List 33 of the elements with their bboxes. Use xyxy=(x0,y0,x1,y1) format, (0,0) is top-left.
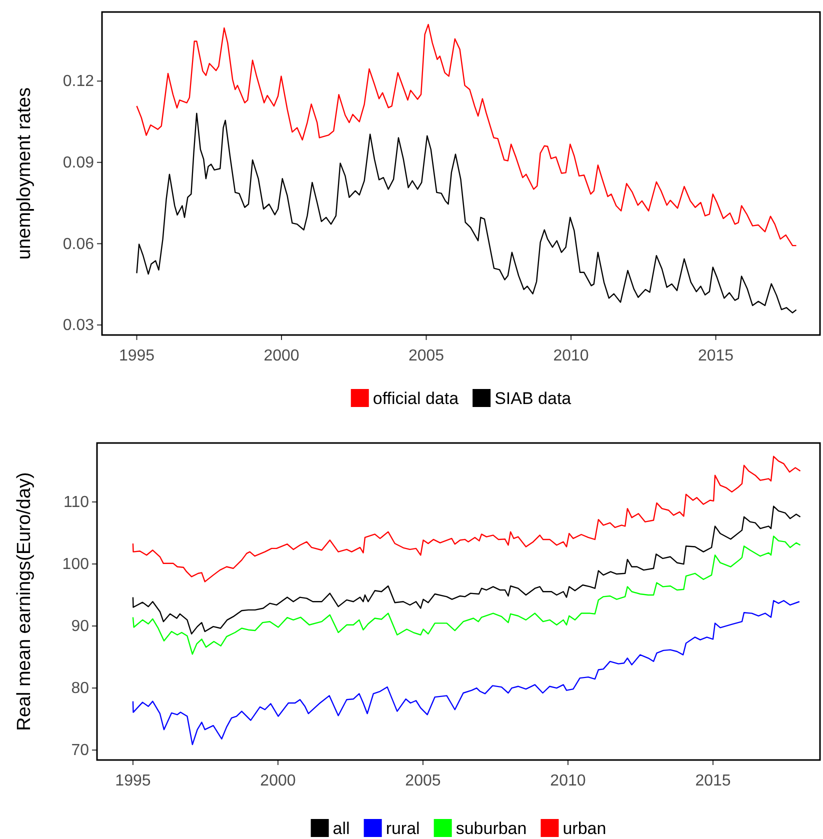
x-tick-label: 2000 xyxy=(260,772,296,790)
x-tick-label: 2015 xyxy=(695,772,731,790)
y-tick-label: 100 xyxy=(62,556,90,574)
line-series xyxy=(132,456,801,582)
x-tick-label: 2010 xyxy=(550,772,586,790)
legend-label: all xyxy=(332,819,350,838)
legend-label: suburban xyxy=(456,819,527,838)
y-tick-label: 0.06 xyxy=(62,236,94,253)
x-tick-label: 2005 xyxy=(408,348,444,365)
line-series xyxy=(136,112,797,314)
legend-label: official data xyxy=(372,389,460,408)
y-tick-label: 110 xyxy=(63,494,90,512)
y-axis-title: Real mean earnings(Euro/day) xyxy=(14,472,35,731)
x-tick-label: 2015 xyxy=(698,348,734,365)
legend-label: rural xyxy=(386,819,420,838)
y-tick-label: 0.03 xyxy=(62,317,94,334)
y-tick-label: 80 xyxy=(71,680,90,698)
line-series xyxy=(136,24,797,246)
x-tick-label: 2005 xyxy=(405,772,441,790)
x-tick-label: 2010 xyxy=(553,348,589,365)
line-series xyxy=(132,506,801,634)
x-tick-label: 2000 xyxy=(264,348,300,365)
x-tick-label: 1995 xyxy=(115,772,151,790)
legend-label: SIAB data xyxy=(494,389,572,408)
y-tick-label: 0.09 xyxy=(62,154,94,172)
x-tick-label: 1995 xyxy=(118,348,155,365)
y-tick-label: 90 xyxy=(71,618,90,636)
legend-label: urban xyxy=(562,819,606,838)
line-series xyxy=(132,600,800,746)
line-series xyxy=(132,536,801,655)
y-axis-title: unemployment rates xyxy=(14,87,35,260)
y-tick-label: 70 xyxy=(71,742,90,760)
y-tick-label: 0.12 xyxy=(62,73,94,90)
